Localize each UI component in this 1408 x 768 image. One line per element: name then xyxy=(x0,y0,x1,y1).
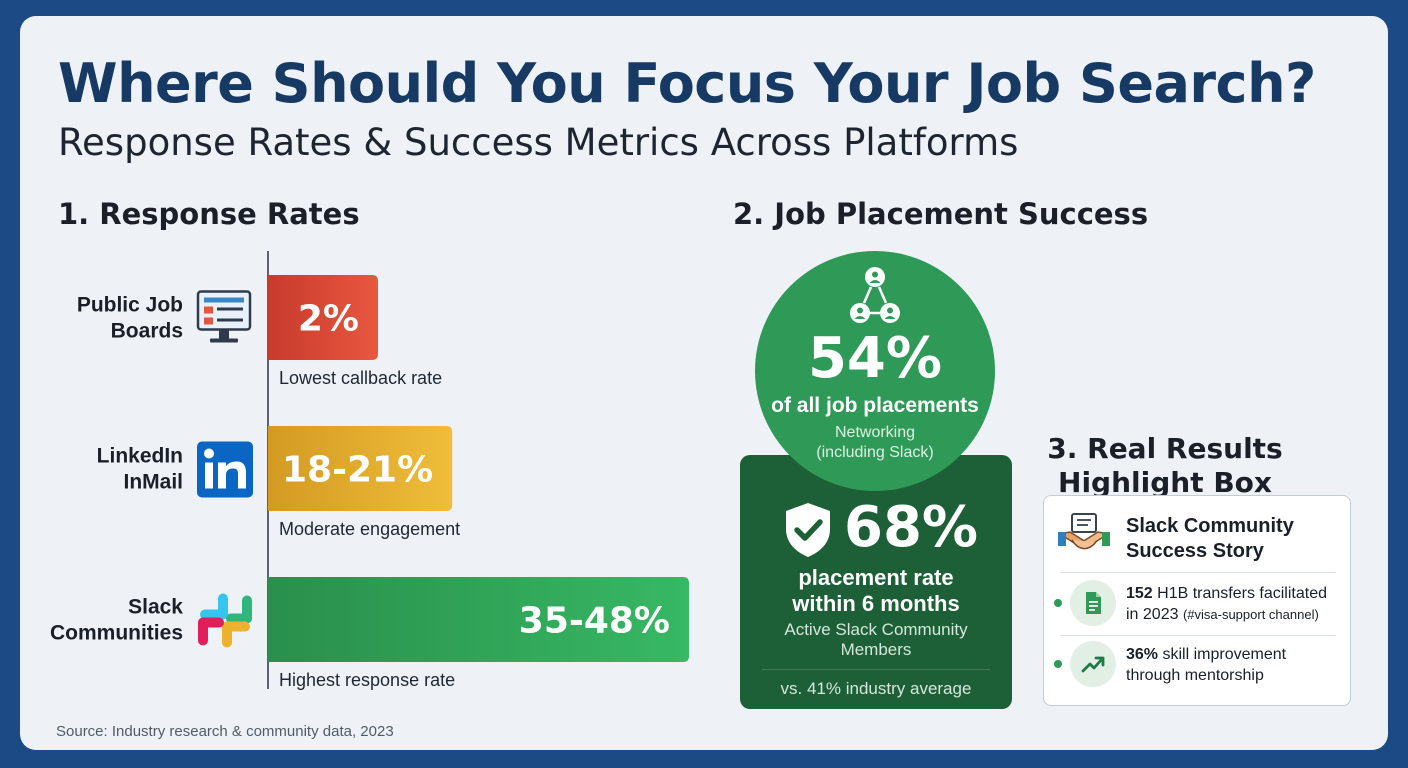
slack-placement-note: Active Slack Community Members xyxy=(784,620,968,659)
document-icon xyxy=(1086,592,1101,614)
industry-comparison: vs. 41% industry average xyxy=(780,679,972,698)
source-note: Source: Industry research & community da… xyxy=(56,723,394,740)
bar-value-label: 35-48% xyxy=(519,601,670,642)
icon-circle xyxy=(1070,580,1116,626)
slack-icon xyxy=(198,593,252,648)
divider xyxy=(1060,635,1336,636)
infographic-card: Where Should You Focus Your Job Search? … xyxy=(20,16,1388,750)
bar xyxy=(268,426,453,511)
success-story-title: Slack Community Success Story xyxy=(1126,515,1294,562)
bullet-dot xyxy=(1054,660,1062,668)
networking-label: of all job placements xyxy=(771,394,979,417)
slack-placement-box: 68% placement rate within 6 months Activ… xyxy=(740,455,1012,709)
section-title-placement: 2. Job Placement Success xyxy=(733,197,1149,231)
slack-placement-value: 68% xyxy=(844,495,979,560)
bar xyxy=(268,577,689,662)
divider xyxy=(1060,572,1336,573)
networking-value: 54% xyxy=(807,326,943,391)
bar-value-label: 18-21% xyxy=(282,450,433,491)
bullet-dot xyxy=(1054,599,1062,607)
list-item-skill: 36% skill improvement through mentorship xyxy=(1126,646,1287,684)
bar-caption: Lowest callback rate xyxy=(279,368,442,388)
category-label: Boards xyxy=(111,320,183,343)
list-item-h1b: 152 H1B transfers facilitated in 2023 (#… xyxy=(1126,585,1327,623)
handshake-icon xyxy=(1058,513,1110,550)
category-label: Public Job xyxy=(77,294,183,317)
network-people-icon xyxy=(850,267,900,323)
networking-circle: 54% of all job placements Networking (in… xyxy=(755,251,995,491)
shield-check-icon xyxy=(786,503,830,557)
category-label: Communities xyxy=(50,622,183,645)
category-label: LinkedIn xyxy=(97,445,183,468)
bar xyxy=(268,275,378,360)
highlight-box: Slack Community Success Story 152 H1B tr… xyxy=(1043,495,1351,706)
icon-circle xyxy=(1070,641,1116,687)
response-rate-chart: 2% Lowest callback rate Public Job Boards 18… xyxy=(50,251,689,690)
trend-up-icon xyxy=(1081,656,1105,673)
slack-placement-label: placement rate within 6 months xyxy=(792,565,960,616)
bar-value-label: 2% xyxy=(298,299,359,340)
section-title-response-rates: 1. Response Rates xyxy=(58,197,360,231)
networking-note: Networking (including Slack) xyxy=(816,424,934,461)
page-subtitle: Response Rates & Success Metrics Across … xyxy=(58,121,1019,164)
page-title: Where Should You Focus Your Job Search? xyxy=(58,52,1316,115)
bar-caption: Moderate engagement xyxy=(279,519,460,539)
category-label: Slack xyxy=(128,596,183,619)
category-label: InMail xyxy=(123,471,183,494)
section-title-results: 3. Real Results Highlight Box xyxy=(1047,432,1283,499)
computer-job-board-icon xyxy=(196,290,252,343)
bar-caption: Highest response rate xyxy=(279,670,455,690)
divider xyxy=(762,669,990,670)
linkedin-icon xyxy=(197,441,253,498)
